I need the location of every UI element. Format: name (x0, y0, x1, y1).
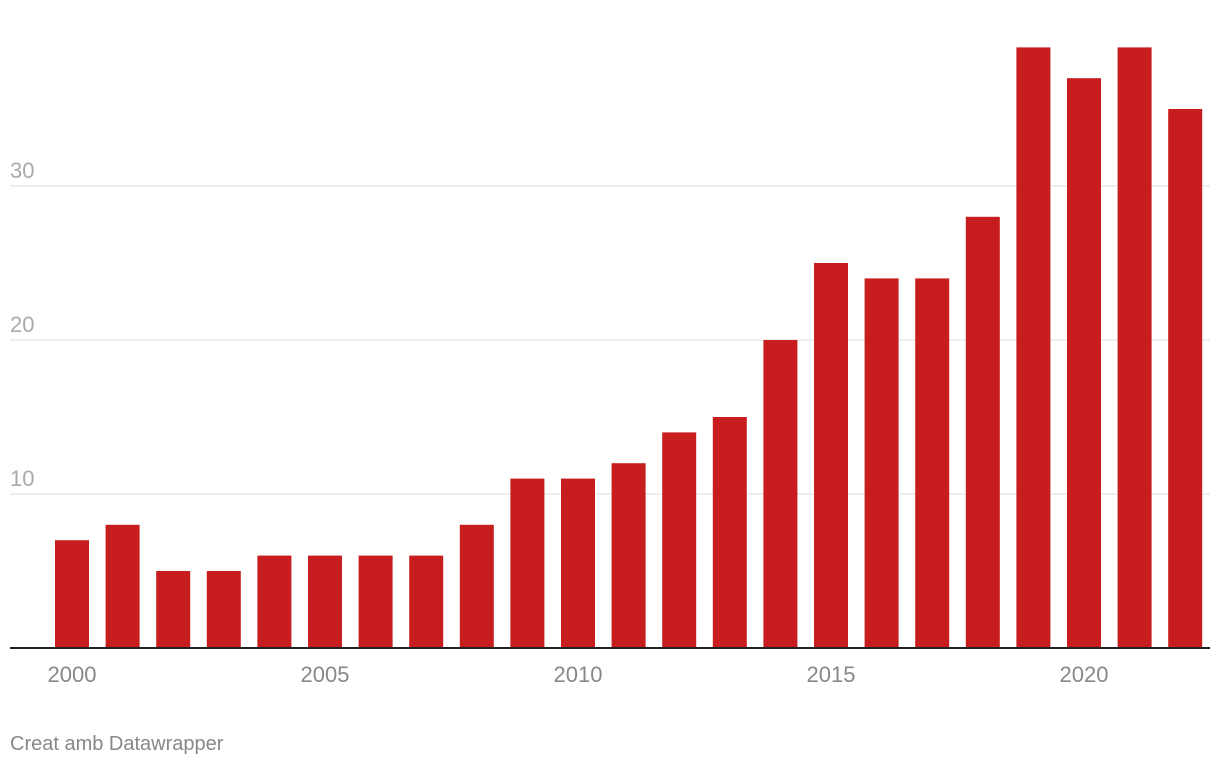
credit-text: Creat amb Datawrapper (10, 733, 224, 755)
bar-2015 (814, 263, 848, 648)
x-axis-labels: 2000 2005 2010 2015 2020 (48, 662, 1109, 687)
bar-2017 (915, 278, 950, 648)
bar-2022 (1168, 109, 1203, 648)
bar-2003 (206, 571, 241, 648)
gridlines (10, 185, 1210, 495)
bar-2018 (965, 216, 1000, 649)
y-tick-label: 20 (10, 312, 34, 337)
bar-2008 (459, 524, 494, 648)
bar-2014 (763, 340, 798, 648)
bar-2006 (358, 555, 393, 648)
bar-2005 (308, 555, 342, 648)
y-tick-label: 10 (10, 466, 34, 491)
y-tick-label: 30 (10, 158, 34, 183)
x-tick-label: 2000 (48, 662, 97, 687)
x-tick-label: 2010 (554, 662, 603, 687)
x-tick-label: 2015 (807, 662, 856, 687)
bar-2000 (55, 540, 89, 648)
bar-2019 (1016, 47, 1051, 648)
bar-2016 (864, 278, 899, 648)
bar-2011 (611, 463, 646, 648)
bar-2001 (105, 524, 140, 648)
bars (55, 47, 1203, 649)
bar-2007 (409, 555, 444, 648)
bar-2012 (662, 432, 697, 648)
bar-2002 (156, 571, 191, 648)
bar-2004 (257, 555, 292, 648)
x-tick-label: 2020 (1060, 662, 1109, 687)
bar-2013 (712, 417, 747, 648)
bar-2009 (510, 478, 545, 648)
x-tick-label: 2005 (301, 662, 350, 687)
y-axis-labels: 10 20 30 (10, 158, 34, 491)
bar-2021 (1117, 47, 1152, 648)
bar-chart: 10 20 30 2000 2005 2010 2015 2020 (10, 47, 1210, 687)
bar-2020 (1067, 78, 1101, 648)
bar-2010 (561, 478, 595, 648)
